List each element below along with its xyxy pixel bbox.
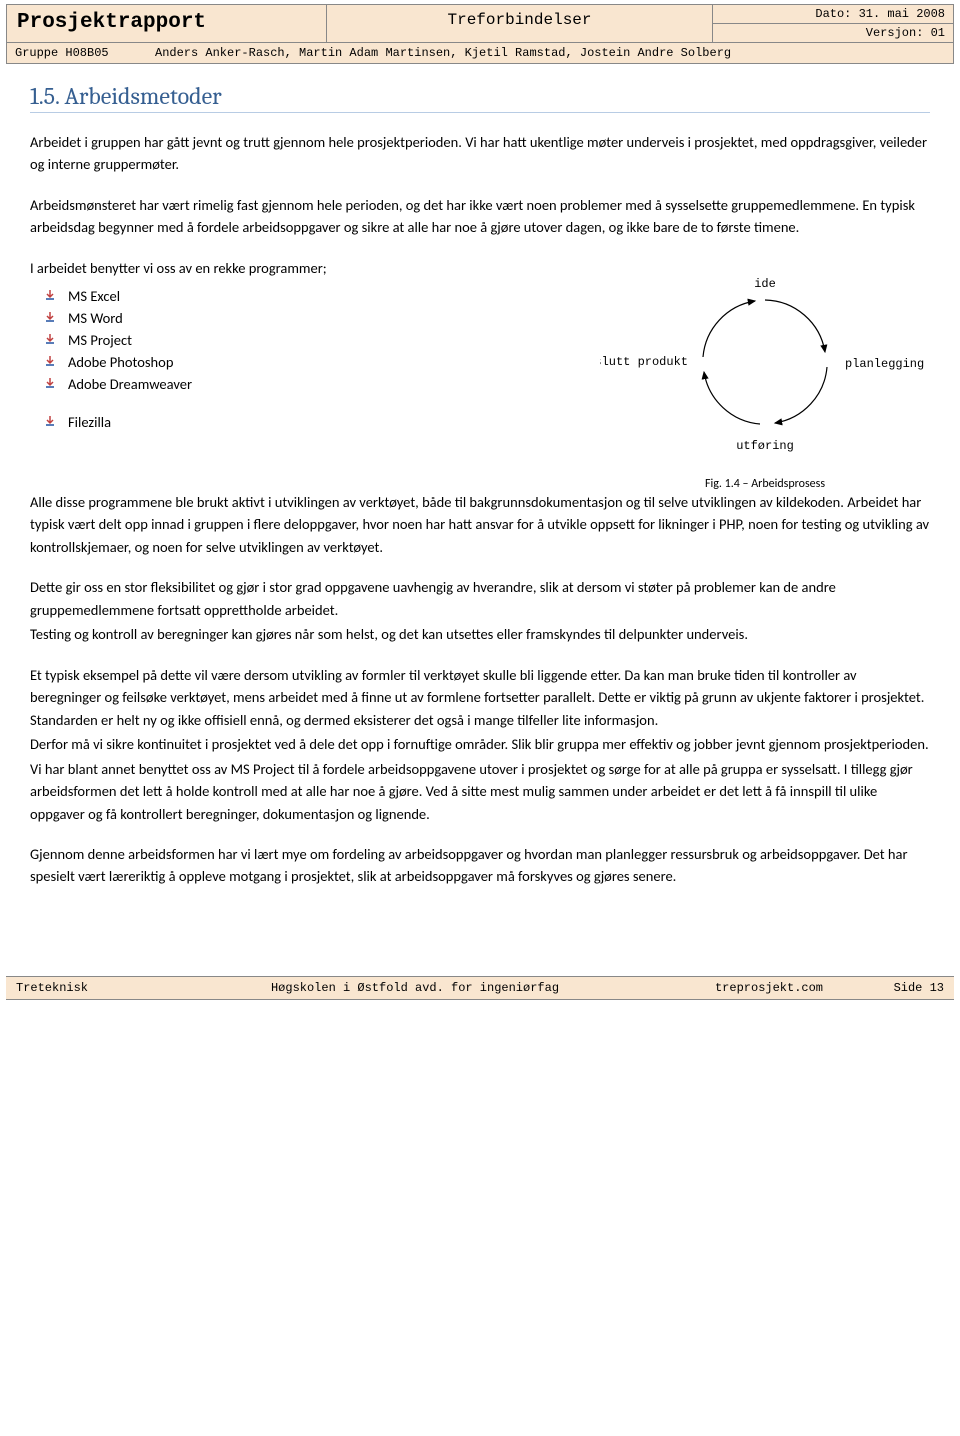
list-item: MS Excel	[50, 285, 590, 307]
doc-subtitle: Treforbindelser	[327, 5, 713, 42]
doc-version: Versjon: 01	[713, 24, 953, 42]
list-item: Adobe Photoshop	[50, 351, 590, 373]
diagram-node-label: utføring	[736, 439, 794, 453]
diagram-node-label: slutt produkt	[600, 355, 688, 369]
list-item-label: MS Project	[68, 331, 132, 349]
paragraph: Derfor må vi sikre kontinuitet i prosjek…	[30, 733, 930, 755]
figure-caption: Fig. 1.4 – Arbeidsprosess	[600, 477, 930, 491]
bullet-icon	[44, 415, 56, 427]
list-item-label: Adobe Dreamweaver	[68, 375, 192, 393]
list-item-label: Adobe Photoshop	[68, 353, 173, 371]
section-heading: 1.5. Arbeidsmetoder	[30, 82, 930, 113]
bullet-icon	[44, 311, 56, 323]
paragraph: Gjennom denne arbeidsformen har vi lært …	[30, 843, 930, 888]
list-item: MS Word	[50, 307, 590, 329]
list-item-label: Filezilla	[68, 413, 111, 431]
footer-left: Treteknisk	[16, 981, 146, 995]
paragraph: I arbeidet benytter vi oss av en rekke p…	[30, 257, 590, 279]
paragraph: Alle disse programmene ble brukt aktivt …	[30, 491, 930, 558]
bullet-icon	[44, 377, 56, 389]
programs-and-diagram: I arbeidet benytter vi oss av en rekke p…	[30, 257, 930, 491]
list-item-label: MS Excel	[68, 287, 120, 305]
footer-page: Side 13	[854, 981, 944, 995]
doc-title: Prosjektrapport	[7, 5, 327, 42]
paragraph: Et typisk eksempel på dette vil være der…	[30, 664, 930, 731]
paragraph: Vi har blant annet benyttet oss av MS Pr…	[30, 758, 930, 825]
bullet-icon	[44, 355, 56, 367]
list-item: Adobe Dreamweaver	[50, 373, 590, 395]
bullet-icon	[44, 333, 56, 345]
paragraph: Arbeidet i gruppen har gått jevnt og tru…	[30, 131, 930, 176]
doc-date: Dato: 31. mai 2008	[713, 5, 953, 24]
diagram-column: ide planlegging utføring slutt produkt F…	[600, 257, 930, 491]
program-list: MS Excel MS Word MS Project Adobe Photos…	[30, 285, 590, 395]
paragraph: Dette gir oss en stor fleksibilitet og g…	[30, 576, 930, 621]
diagram-node-label: ide	[754, 277, 776, 291]
diagram-node-label: planlegging	[845, 357, 924, 371]
page-content: 1.5. Arbeidsmetoder Arbeidet i gruppen h…	[0, 64, 960, 916]
list-item: Filezilla	[50, 411, 590, 433]
document-header: Prosjektrapport Treforbindelser Dato: 31…	[6, 4, 954, 64]
list-item-label: MS Word	[68, 309, 123, 327]
authors: Anders Anker-Rasch, Martin Adam Martinse…	[147, 43, 953, 63]
document-footer: Treteknisk Høgskolen i Østfold avd. for …	[6, 976, 954, 1000]
program-list-extra: Filezilla	[30, 411, 590, 433]
paragraph: Testing og kontroll av beregninger kan g…	[30, 623, 930, 645]
group-id: Gruppe H08B05	[7, 43, 147, 63]
list-item: MS Project	[50, 329, 590, 351]
programs-column: I arbeidet benytter vi oss av en rekke p…	[30, 257, 590, 491]
header-meta: Dato: 31. mai 2008 Versjon: 01	[713, 5, 953, 42]
footer-center: Høgskolen i Østfold avd. for ingeniørfag	[146, 981, 684, 995]
bullet-icon	[44, 289, 56, 301]
header-row-top: Prosjektrapport Treforbindelser Dato: 31…	[7, 5, 953, 42]
paragraph: Arbeidsmønsteret har vært rimelig fast g…	[30, 194, 930, 239]
header-row-bottom: Gruppe H08B05 Anders Anker-Rasch, Martin…	[7, 42, 953, 63]
cycle-diagram: ide planlegging utføring slutt produkt	[600, 257, 930, 467]
footer-link: treprosjekt.com	[684, 981, 854, 995]
